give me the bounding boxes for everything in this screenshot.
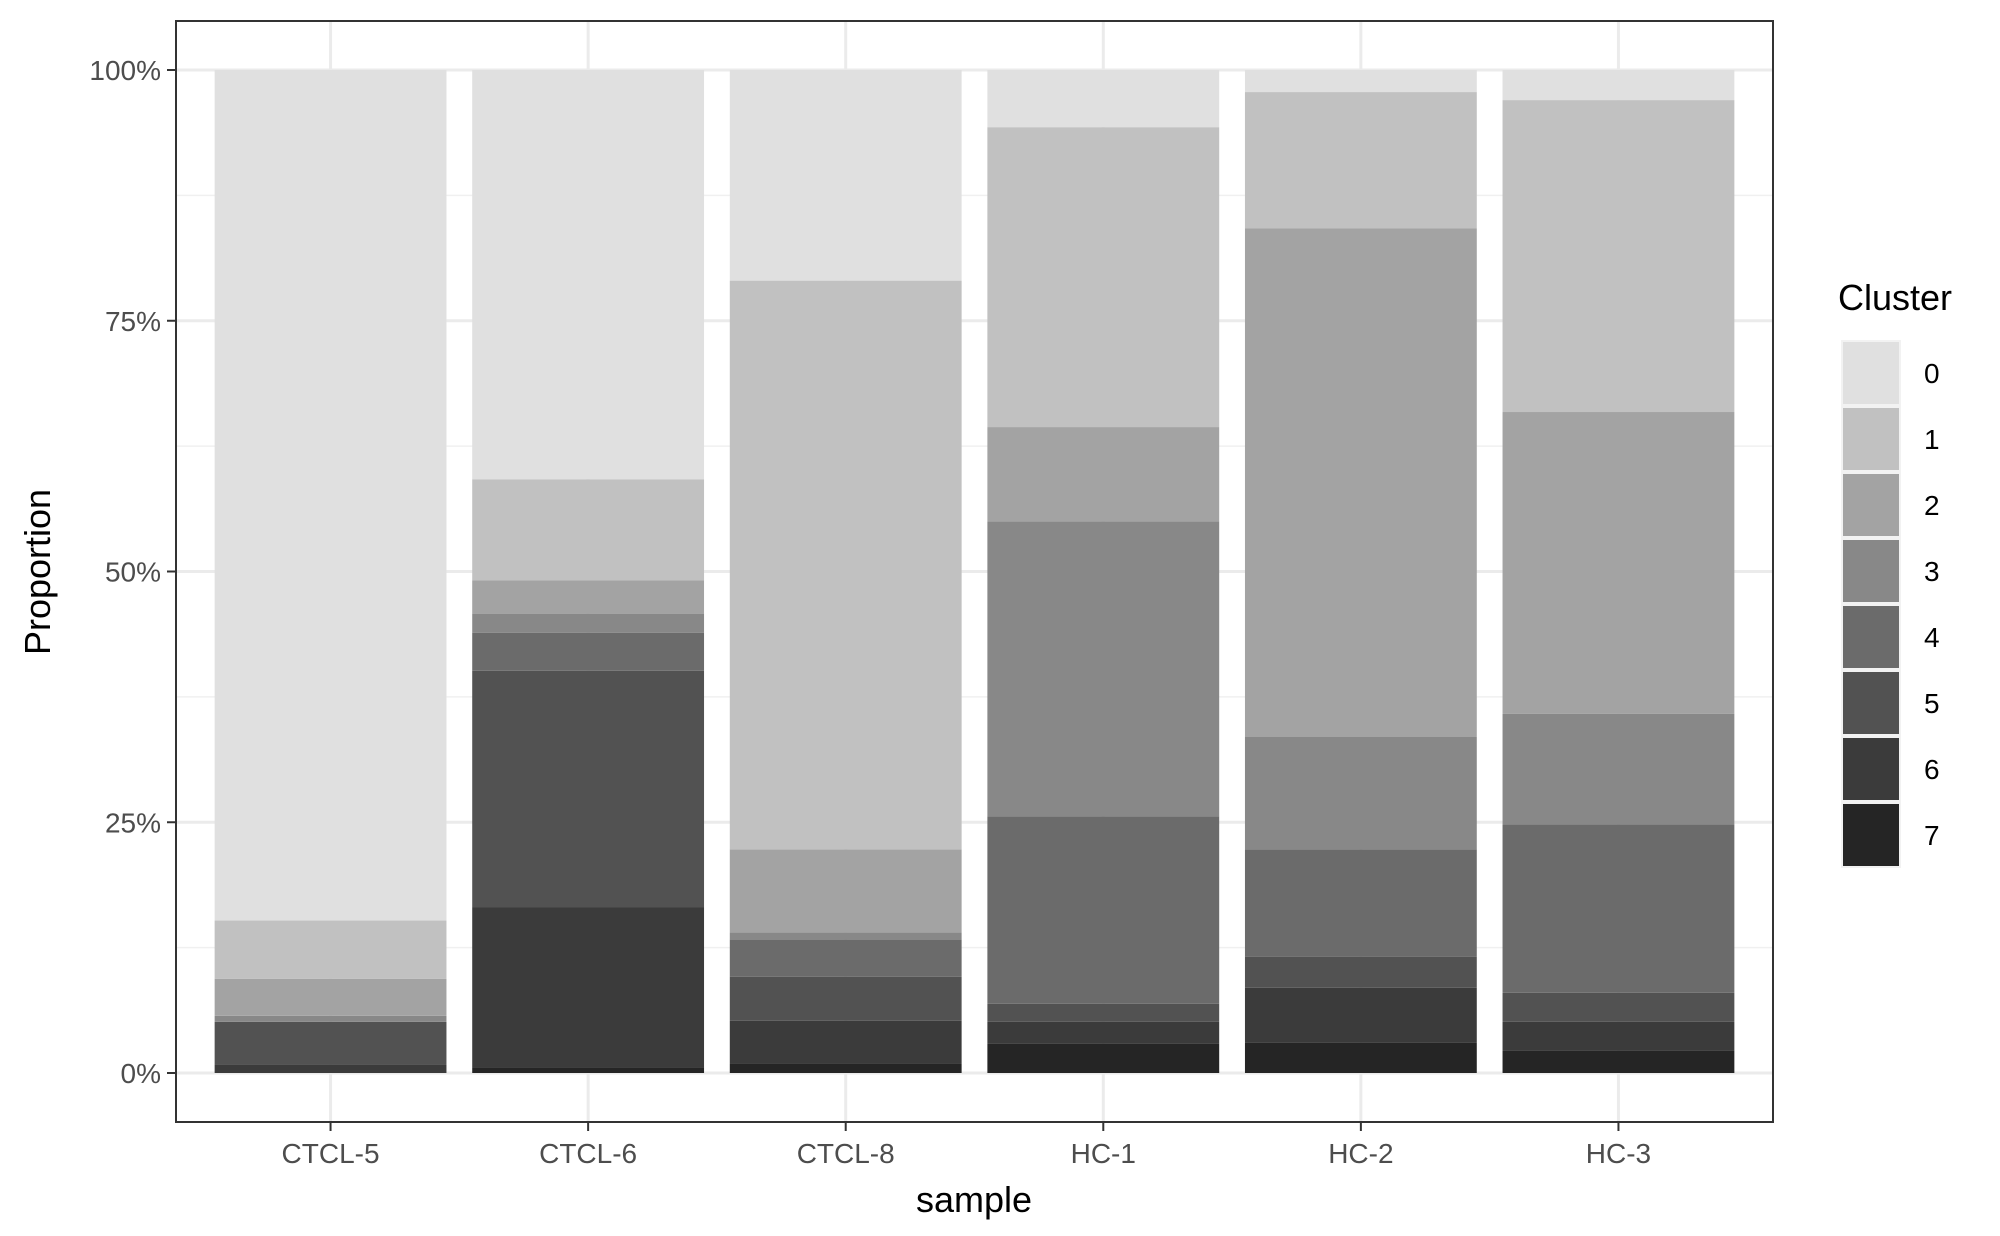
y-tick-label: 75% — [105, 306, 161, 337]
bar-segment-HC-1-cluster-7 — [987, 1043, 1220, 1073]
legend-key-cluster-2 — [1843, 474, 1899, 536]
bar-segment-CTCL-8-cluster-1 — [729, 280, 962, 850]
bar-segment-HC-1-cluster-5 — [987, 1003, 1220, 1022]
legend-label: 3 — [1924, 556, 1940, 587]
legend-label: 5 — [1924, 688, 1940, 719]
x-axis: CTCL-5 CTCL-6 CTCL-8 HC-1 HC-2 HC-3 — [282, 1122, 1651, 1169]
bar-segment-HC-2-cluster-0 — [1244, 70, 1477, 93]
legend-label: 7 — [1924, 820, 1940, 851]
bar-segment-HC-2-cluster-7 — [1244, 1042, 1477, 1073]
bar-segment-CTCL-6-cluster-2 — [472, 580, 705, 614]
bar-segment-HC-3-cluster-2 — [1502, 412, 1735, 714]
y-tick-label: 25% — [105, 807, 161, 838]
legend-key-cluster-5 — [1843, 672, 1899, 734]
x-tick-label: CTCL-5 — [282, 1138, 380, 1169]
bar-segment-HC-1-cluster-6 — [987, 1021, 1220, 1044]
bar-segment-CTCL-6-cluster-1 — [472, 479, 705, 581]
bars — [214, 70, 1735, 1073]
y-tick-label: 100% — [89, 55, 161, 86]
bar-segment-HC-2-cluster-2 — [1244, 228, 1477, 737]
bar-segment-CTCL-6-cluster-0 — [472, 70, 705, 480]
bar-segment-CTCL-8-cluster-4 — [729, 939, 962, 977]
x-tick-label: CTCL-6 — [539, 1138, 637, 1169]
y-axis-title: Proportion — [17, 489, 58, 655]
bar-segment-HC-3-cluster-3 — [1502, 713, 1735, 825]
bar-segment-HC-3-cluster-0 — [1502, 70, 1735, 101]
y-axis: 0% 25% 50% 75% 100% — [89, 55, 176, 1089]
bar-segment-HC-3-cluster-4 — [1502, 824, 1735, 993]
legend-key-cluster-7 — [1843, 804, 1899, 866]
bar-segment-HC-2-cluster-1 — [1244, 92, 1477, 229]
bar-segment-CTCL-5-cluster-2 — [214, 978, 447, 1016]
bar-segment-HC-1-cluster-1 — [987, 127, 1220, 428]
legend-label: 0 — [1924, 358, 1940, 389]
bar-segment-HC-1-cluster-4 — [987, 816, 1220, 1004]
bar-segment-HC-3-cluster-6 — [1502, 1021, 1735, 1051]
bar-segment-CTCL-8-cluster-7 — [729, 1063, 962, 1073]
bar-segment-HC-3-cluster-7 — [1502, 1050, 1735, 1073]
bar-segment-CTCL-5-cluster-6 — [214, 1064, 447, 1073]
bar-segment-CTCL-8-cluster-6 — [729, 1020, 962, 1064]
legend-key-cluster-0 — [1843, 342, 1899, 404]
x-tick-label: HC-3 — [1586, 1138, 1651, 1169]
bar-segment-CTCL-8-cluster-3 — [729, 932, 962, 940]
x-tick-label: HC-2 — [1328, 1138, 1393, 1169]
x-axis-title: sample — [916, 1179, 1032, 1220]
bar-segment-CTCL-6-cluster-5 — [472, 670, 705, 908]
y-tick-label: 50% — [105, 557, 161, 588]
legend-label: 6 — [1924, 754, 1940, 785]
bar-segment-CTCL-5-cluster-3 — [214, 1015, 447, 1022]
legend-label: 4 — [1924, 622, 1940, 653]
bar-segment-HC-2-cluster-4 — [1244, 849, 1477, 957]
y-tick-label: 0% — [121, 1058, 161, 1089]
bar-segment-HC-3-cluster-5 — [1502, 992, 1735, 1022]
bar-segment-HC-1-cluster-3 — [987, 521, 1220, 817]
bar-segment-HC-2-cluster-6 — [1244, 987, 1477, 1043]
bar-segment-CTCL-6-cluster-4 — [472, 632, 705, 671]
bar-segment-CTCL-5-cluster-5 — [214, 1021, 447, 1065]
bar-segment-HC-1-cluster-2 — [987, 427, 1220, 522]
bar-segment-CTCL-5-cluster-1 — [214, 920, 447, 979]
legend: Cluster 0 1 2 3 4 5 6 7 — [1838, 277, 1952, 868]
legend-label: 1 — [1924, 424, 1940, 455]
x-tick-label: CTCL-8 — [797, 1138, 895, 1169]
legend-key-cluster-3 — [1843, 540, 1899, 602]
bar-segment-CTCL-6-cluster-6 — [472, 907, 705, 1068]
legend-key-cluster-4 — [1843, 606, 1899, 668]
bar-segment-CTCL-6-cluster-3 — [472, 613, 705, 633]
bar-segment-CTCL-5-cluster-0 — [214, 70, 447, 921]
x-tick-label: HC-1 — [1071, 1138, 1136, 1169]
bar-segment-HC-3-cluster-1 — [1502, 100, 1735, 413]
bar-segment-CTCL-8-cluster-5 — [729, 976, 962, 1021]
legend-title: Cluster — [1838, 277, 1952, 318]
bar-segment-CTCL-8-cluster-0 — [729, 70, 962, 281]
bar-segment-CTCL-6-cluster-7 — [472, 1067, 705, 1073]
legend-key-cluster-1 — [1843, 408, 1899, 470]
bar-segment-HC-2-cluster-3 — [1244, 736, 1477, 850]
legend-key-cluster-6 — [1843, 738, 1899, 800]
legend-label: 2 — [1924, 490, 1940, 521]
bar-segment-HC-1-cluster-0 — [987, 70, 1220, 128]
bar-segment-CTCL-8-cluster-2 — [729, 849, 962, 933]
bar-segment-HC-2-cluster-5 — [1244, 956, 1477, 988]
